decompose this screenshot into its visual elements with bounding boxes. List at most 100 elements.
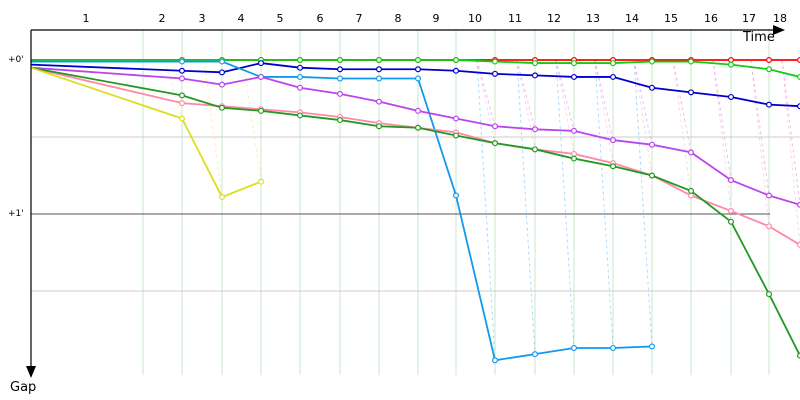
data-point [337,117,344,124]
data-point [492,140,499,147]
pit-stop-line [712,59,732,181]
data-point [531,72,538,79]
data-point [727,93,734,100]
x-tick-label: 16 [704,12,718,25]
data-point [453,67,460,74]
x-tick-labels: 1 2 3 4 5 6 7 8 9 10 11 12 13 14 15 16 17 18 [83,12,788,25]
data-point [765,66,772,73]
series-line [30,66,800,246]
data-point [687,149,694,156]
data-point [687,187,694,194]
data-point [415,56,422,63]
pit-stop-line [516,59,536,355]
data-point [376,56,383,63]
pit-stop-line [633,59,653,145]
data-point [765,223,772,230]
data-point [415,124,422,131]
x-axis-title: Time [742,30,775,45]
data-point [531,126,538,133]
axes: Time Gap [10,25,785,395]
data-point [337,56,344,63]
series [31,56,800,80]
pit-stop-line [203,59,223,198]
data-point [492,70,499,77]
y-tick-label: +0' [8,55,24,65]
pit-stop-line [476,59,496,127]
series-lines [30,56,800,364]
data-point [219,58,226,65]
data-point [648,343,655,350]
data-point [219,81,226,88]
data-point [453,56,460,63]
pit-stop-line [672,59,692,153]
data-point [570,344,577,351]
data-point [337,90,344,97]
series [30,66,265,201]
pit-stop-line [476,59,496,144]
data-point [376,75,383,82]
data-point [727,177,734,184]
data-point [609,73,616,80]
data-point [492,123,499,130]
pit-stop-line [555,59,575,155]
data-point [453,115,460,122]
pit-stop-line [633,59,653,176]
x-tick-label: 10 [468,12,482,25]
x-tick-label: 11 [508,12,522,25]
series-line [30,62,800,108]
data-point [219,69,226,76]
series [30,60,800,110]
data-point [609,163,616,170]
pit-stop-line [750,59,770,196]
data-point [376,98,383,105]
data-point [687,58,694,65]
data-point [687,89,694,96]
x-tick-label: 18 [773,12,787,25]
series [31,58,655,364]
x-tick-label: 5 [277,12,284,25]
data-point [648,84,655,91]
series [30,66,800,248]
data-point [219,104,226,111]
pit-stop-line [781,59,800,245]
data-point [337,66,344,73]
data-point [492,357,499,364]
data-point [648,58,655,65]
pit-stop-lines [163,59,800,361]
data-point [297,112,304,119]
data-point [727,207,734,214]
series-line [30,66,800,206]
data-point [297,84,304,91]
data-point [531,351,538,358]
series-line [31,60,653,362]
data-point [258,73,265,80]
data-point [415,107,422,114]
data-point [727,61,734,68]
data-point [570,155,577,162]
x-tick-label: 17 [742,12,756,25]
data-point [297,64,304,71]
y-tick-labels: +0' +1' [8,55,24,219]
data-point [179,115,186,122]
data-point [492,58,499,65]
x-tick-label: 8 [395,12,402,25]
pit-stop-line [163,59,183,119]
data-point [609,344,616,351]
data-point [648,141,655,148]
data-point [297,73,304,80]
pit-stop-line [594,59,614,141]
data-point [570,73,577,80]
data-point [179,67,186,74]
data-point [376,123,383,130]
pit-stop-line [516,59,536,130]
x-axis-arrow [773,25,785,35]
series-line [31,59,800,78]
data-point [258,60,265,67]
data-point [297,56,304,63]
data-point [609,60,616,67]
y-axis-arrow [26,366,36,378]
series [30,66,800,208]
data-point [648,172,655,179]
data-point [727,218,734,225]
